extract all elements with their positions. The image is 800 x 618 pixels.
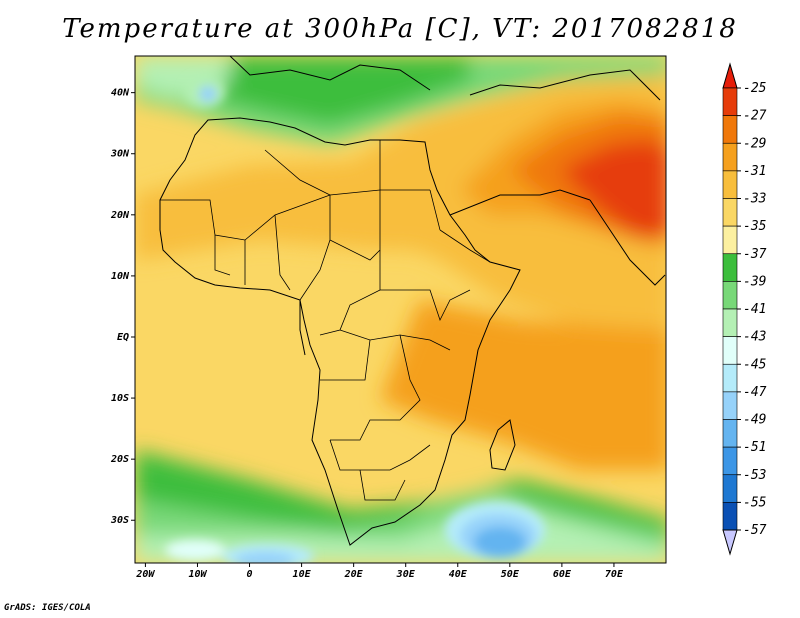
colorbar-level-label: -25 (743, 81, 767, 96)
lat-tick-label: 30S (110, 515, 129, 526)
colorbar-level-label: -55 (743, 495, 767, 510)
lon-tick-label: 40E (449, 569, 468, 580)
colorbar-swatch (722, 308, 738, 337)
colorbar-level-label: -35 (743, 219, 767, 234)
lon-tick-label: 70E (605, 569, 624, 580)
colorbar-level-label: -57 (743, 523, 767, 538)
colorbar-lower-arrow (722, 529, 738, 556)
colorbar-level-label: -33 (743, 192, 766, 207)
lon-tick-label: 50E (501, 569, 520, 580)
lon-tick-label: 30E (396, 569, 416, 580)
longitude-axis: 20W 10W 0 10E 20E 30E 40E 50E 60E 70E (135, 563, 624, 580)
lon-tick-label: 20E (344, 569, 364, 580)
lon-tick-label: 60E (553, 569, 572, 580)
colorbar-swatch (722, 142, 738, 172)
colorbar-level-label: -43 (743, 330, 766, 345)
grads-credit: GrADS: IGES/COLA (4, 603, 91, 613)
colorbar-level-label: -51 (743, 440, 766, 455)
colorbar-level-label: -53 (743, 468, 766, 483)
colorbar-swatch (722, 474, 738, 503)
lat-tick-label: EQ (117, 332, 129, 343)
colorbar-swatch (722, 170, 738, 199)
colorbar-swatch (722, 502, 738, 531)
colorbar-level-label: -49 (743, 413, 766, 428)
lat-tick-label: 10N (111, 271, 130, 282)
colorbar-swatch (722, 253, 738, 282)
colorbar-level-label: -41 (743, 302, 766, 317)
lon-tick-label: 10E (293, 569, 312, 580)
colorbar-level-label: -29 (743, 136, 766, 151)
colorbar-swatch (722, 446, 738, 476)
colorbar: -25 -27 -29 -31 -33 -35 -37 -39 -41 -43 -45 -47 -49 -… (722, 62, 767, 556)
lat-tick-label: 10S (111, 393, 129, 404)
temperature-field (135, 56, 666, 563)
map-title: Temperature at 300hPa [C], VT: 201708281… (62, 14, 738, 44)
colorbar-level-label: -47 (743, 385, 767, 400)
colorbar-swatch (722, 391, 738, 420)
colorbar-level-label: -27 (743, 109, 767, 124)
plot-frame (134, 55, 667, 564)
lon-tick-label: 10W (188, 569, 207, 580)
colorbar-swatch (722, 115, 738, 144)
colorbar-swatch (722, 419, 738, 448)
lat-tick-label: 20N (110, 210, 130, 221)
colorbar-level-label: -31 (743, 164, 766, 179)
coastlines (159, 56, 666, 546)
latitude-axis: 40N 30N 20N 10N EQ 10S 20S 30S (110, 88, 135, 526)
colorbar-swatch (722, 336, 738, 365)
colorbar-swatch (722, 87, 738, 116)
colorbar-upper-arrow (722, 62, 738, 89)
colorbar-swatch (722, 225, 738, 255)
colorbar-level-label: -37 (743, 247, 767, 262)
lat-tick-label: 40N (111, 88, 130, 99)
colorbar-swatch (722, 363, 738, 393)
colorbar-level-label: -39 (743, 274, 766, 289)
colorbar-swatch (722, 198, 738, 227)
country-borders (160, 140, 491, 501)
colorbar-swatch (722, 281, 738, 310)
lon-tick-label: 20W (135, 569, 155, 580)
lon-tick-label: 0 (247, 569, 253, 580)
lat-tick-label: 20S (110, 454, 129, 465)
colorbar-level-label: -45 (743, 357, 767, 372)
lat-tick-label: 30N (110, 149, 130, 160)
